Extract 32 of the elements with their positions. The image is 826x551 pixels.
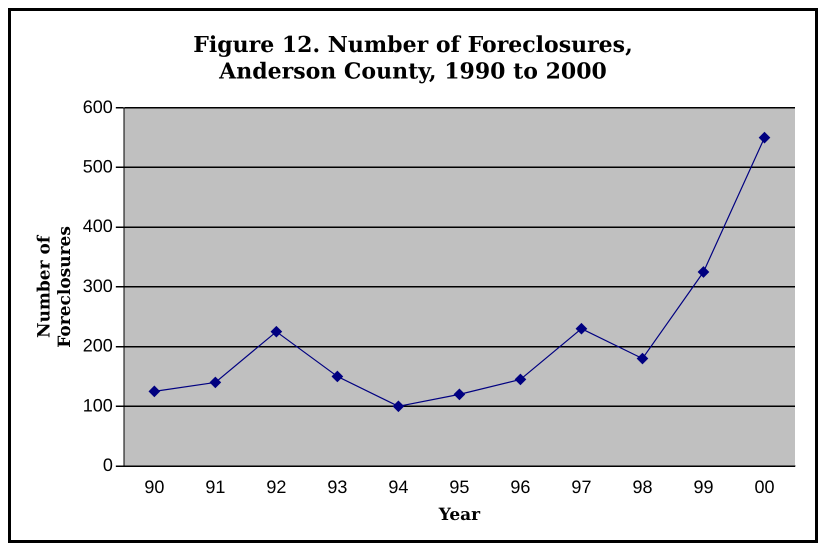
point xyxy=(454,388,466,400)
y-tick-label: 0 xyxy=(102,454,113,475)
x-tick-label: 97 xyxy=(571,476,592,497)
x-axis-title: Year xyxy=(438,505,482,526)
point xyxy=(332,370,343,382)
x-tick-label: 90 xyxy=(144,476,164,497)
y-tick-label: 400 xyxy=(82,216,113,236)
point xyxy=(210,376,221,388)
x-tick-label: 99 xyxy=(693,476,714,497)
chart-title: Figure 12. Number of Foreclosures, Anderson County, 1990 to 2000 xyxy=(193,32,633,84)
point xyxy=(270,326,282,338)
x-tick-label: 92 xyxy=(266,476,286,497)
x-tick-label: 94 xyxy=(388,476,408,497)
point xyxy=(698,266,710,278)
point xyxy=(148,386,160,397)
point xyxy=(576,323,588,334)
point xyxy=(514,374,526,386)
x-tick-label: 93 xyxy=(327,476,348,497)
y-tick-label: 100 xyxy=(82,395,113,416)
y-tick-label: 300 xyxy=(82,276,113,296)
x-tick-label: 96 xyxy=(510,476,530,497)
point xyxy=(758,132,770,144)
point xyxy=(392,400,404,412)
y-tick-label: 500 xyxy=(82,156,113,176)
x-tick-label: 95 xyxy=(449,476,470,497)
x-tick-label: 00 xyxy=(754,476,775,497)
y-axis-title: Number of Foreclosures xyxy=(34,226,76,348)
x-tick-label: 91 xyxy=(205,476,226,497)
y-tick-label: 600 xyxy=(82,96,113,117)
y-tick-label: 200 xyxy=(82,336,113,356)
point xyxy=(636,352,648,364)
x-tick-label: 98 xyxy=(632,476,652,497)
